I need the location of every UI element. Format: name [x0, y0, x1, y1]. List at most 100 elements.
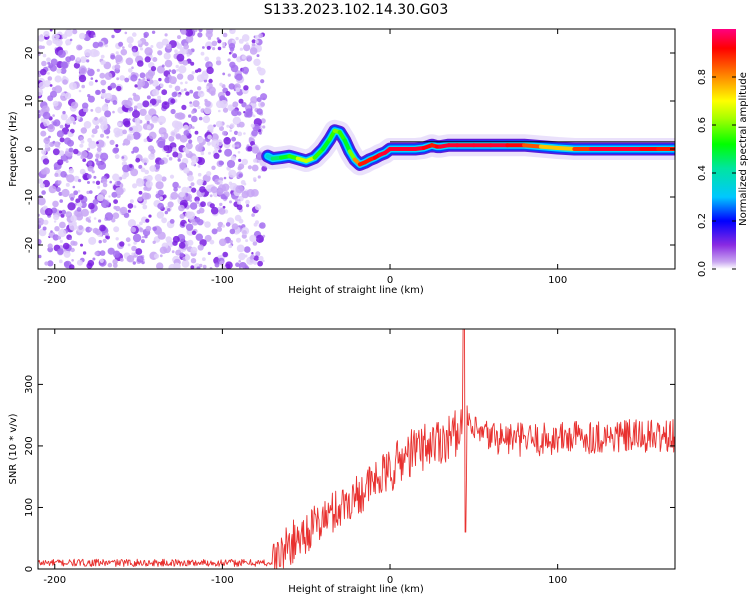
noise-speckle — [111, 191, 118, 198]
noise-speckle — [189, 101, 193, 105]
noise-speckle — [78, 179, 82, 183]
noise-speckle — [243, 132, 246, 135]
noise-speckle — [228, 51, 232, 55]
noise-speckle — [262, 125, 266, 129]
noise-speckle — [202, 257, 206, 261]
noise-speckle — [256, 97, 262, 103]
noise-speckle — [118, 41, 124, 47]
noise-speckle — [130, 74, 138, 82]
noise-speckle — [161, 101, 170, 110]
noise-speckle — [177, 93, 181, 98]
noise-speckle — [195, 144, 203, 152]
noise-speckle — [257, 67, 266, 76]
noise-speckle — [156, 262, 164, 269]
noise-speckle — [195, 200, 200, 205]
noise-speckle — [46, 39, 53, 46]
noise-speckle — [116, 77, 120, 81]
noise-speckle — [206, 141, 212, 146]
noise-speckle — [184, 81, 188, 84]
noise-speckle — [82, 251, 87, 255]
noise-speckle — [157, 202, 164, 210]
noise-speckle — [198, 116, 203, 121]
noise-speckle — [236, 237, 241, 243]
noise-speckle — [80, 243, 83, 247]
noise-speckle — [132, 92, 137, 97]
noise-speckle — [101, 178, 108, 185]
noise-speckle — [61, 209, 67, 215]
noise-speckle — [222, 130, 227, 136]
y-tick-label: 300 — [24, 375, 35, 394]
noise-speckle — [101, 88, 106, 94]
noise-speckle — [253, 58, 261, 66]
noise-speckle — [161, 89, 168, 96]
noise-speckle — [112, 173, 120, 181]
noise-speckle — [129, 164, 133, 168]
noise-speckle — [257, 260, 263, 267]
noise-speckle — [187, 211, 196, 220]
noise-speckle — [96, 194, 104, 202]
noise-speckle — [186, 53, 190, 57]
noise-speckle — [245, 108, 253, 116]
noise-speckle — [121, 156, 125, 159]
noise-speckle — [244, 266, 250, 269]
noise-speckle — [50, 90, 57, 98]
noise-speckle — [53, 220, 57, 223]
noise-speckle — [127, 243, 131, 247]
noise-speckle — [93, 50, 100, 57]
noise-speckle — [204, 56, 210, 62]
noise-speckle — [82, 102, 89, 109]
noise-speckle — [188, 139, 193, 144]
noise-speckle — [212, 47, 216, 51]
noise-speckle — [140, 239, 145, 244]
noise-speckle — [223, 137, 231, 145]
noise-speckle — [207, 134, 213, 140]
y-tick-label: 0 — [24, 146, 35, 152]
noise-speckle — [95, 89, 101, 95]
snr-frame — [37, 328, 676, 570]
noise-speckle — [235, 87, 241, 93]
noise-speckle — [65, 182, 70, 187]
noise-speckle — [253, 255, 260, 261]
noise-speckle — [157, 231, 166, 240]
noise-speckle — [156, 41, 164, 49]
noise-speckle — [235, 73, 243, 81]
noise-speckle — [250, 123, 255, 128]
noise-speckle — [49, 64, 57, 72]
noise-speckle — [209, 194, 213, 198]
noise-speckle — [257, 175, 261, 179]
noise-speckle — [112, 259, 118, 265]
noise-speckle — [42, 53, 47, 58]
noise-speckle — [178, 204, 185, 212]
noise-speckle — [245, 42, 249, 46]
noise-speckle — [52, 121, 57, 126]
noise-speckle — [209, 239, 215, 245]
noise-speckle — [133, 205, 137, 209]
noise-speckle — [161, 176, 167, 182]
noise-speckle — [168, 76, 177, 85]
noise-speckle — [154, 174, 163, 182]
noise-speckle — [83, 108, 88, 113]
noise-speckle — [92, 117, 100, 126]
colorbar-tick-label: 0.4 — [697, 165, 708, 181]
noise-speckle — [222, 107, 229, 113]
noise-speckle — [206, 88, 211, 93]
noise-speckle — [211, 228, 218, 235]
colorbar-gradient — [712, 29, 736, 269]
noise-speckle — [57, 236, 62, 240]
noise-speckle — [103, 103, 108, 108]
noise-speckle — [65, 39, 72, 46]
colorbar-tick-label: 0.8 — [697, 69, 708, 85]
noise-speckle — [59, 221, 66, 229]
noise-speckle — [70, 247, 75, 253]
noise-speckle — [241, 34, 250, 42]
noise-speckle — [205, 85, 209, 90]
colorbar: 0.0 0.2 0.4 0.6 0.8 Normalized spectral ampl… — [697, 29, 749, 277]
y-tick-label: 20 — [24, 47, 35, 60]
noise-speckle — [99, 72, 106, 79]
noise-speckle — [144, 169, 149, 175]
noise-speckle — [132, 32, 137, 37]
noise-speckle — [96, 68, 100, 72]
noise-speckle — [146, 95, 151, 100]
noise-speckle — [69, 237, 72, 240]
